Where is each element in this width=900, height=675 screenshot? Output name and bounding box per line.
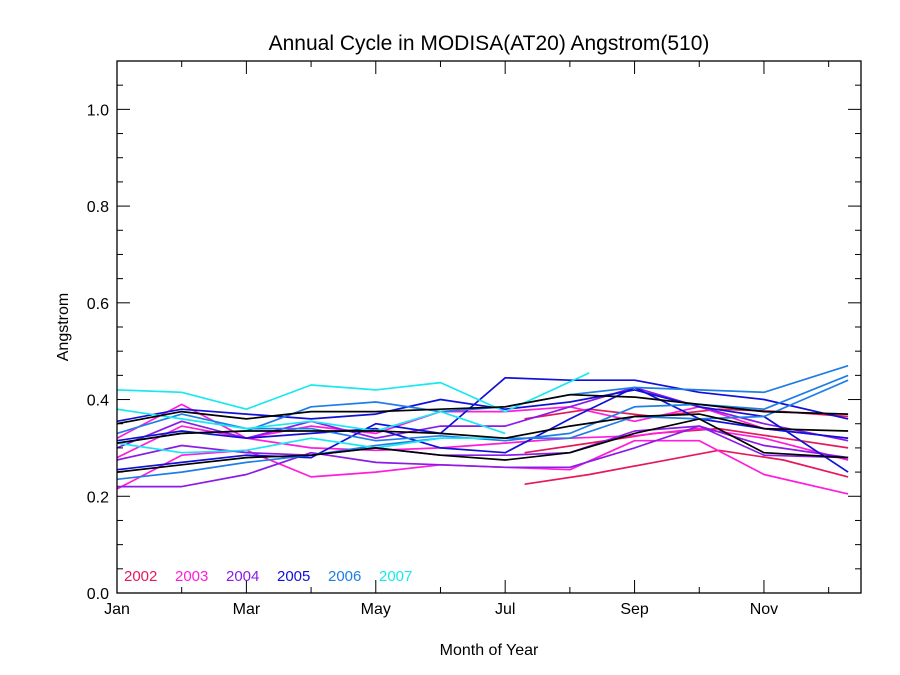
series-line-4 (116, 439, 849, 495)
legend-entry: 2007 (379, 568, 412, 585)
x-tick-label: Mar (233, 601, 261, 618)
y-tick-label: 0.6 (87, 296, 109, 313)
x-tick-label: Jan (104, 601, 130, 618)
series-line-17 (116, 408, 506, 435)
x-tick-label: Sep (620, 601, 649, 618)
y-axis: 0.0 0.2 0.4 0.6 0.8 1.0 (87, 60, 861, 603)
x-tick-label: May (361, 601, 391, 618)
y-tick-label: 0.2 (87, 489, 109, 506)
x-axis: Jan Mar May Jul Sep Nov (104, 61, 830, 618)
y-tick-label: 0.8 (87, 199, 109, 216)
series-line-19 (116, 418, 849, 473)
plot-area (116, 364, 849, 495)
plot-frame (116, 60, 862, 594)
chart-title: Annual Cycle in MODISA(AT20) Angstrom(51… (269, 32, 710, 55)
legend-entry: 2002 (124, 568, 157, 585)
x-axis-label: Month of Year (440, 642, 539, 659)
x-tick-label: Jul (495, 601, 515, 618)
series-line-12 (116, 386, 849, 454)
y-axis-label: Angstrom (55, 293, 72, 361)
series-line-1 (524, 449, 849, 486)
series-line-21 (116, 413, 849, 444)
series-line-13 (116, 379, 849, 481)
x-tick-label: Nov (750, 601, 778, 618)
series-line-7 (117, 425, 849, 488)
legend-entry: 2005 (277, 568, 310, 585)
y-tick-label: 0.4 (87, 393, 109, 410)
y-tick-label: 1.0 (87, 102, 109, 119)
series-line-20 (116, 393, 849, 425)
series-line-9 (116, 386, 849, 449)
legend-entry: 2004 (226, 568, 259, 585)
series-line-18 (116, 437, 506, 454)
series-line-11 (116, 389, 849, 473)
series-line-10 (116, 376, 849, 471)
legend-entry: 2003 (175, 568, 208, 585)
y-tick-label: 0.0 (87, 586, 109, 603)
legend-entry: 2006 (328, 568, 361, 585)
legend: 2002 2003 2004 2005 2006 2007 (124, 568, 412, 585)
